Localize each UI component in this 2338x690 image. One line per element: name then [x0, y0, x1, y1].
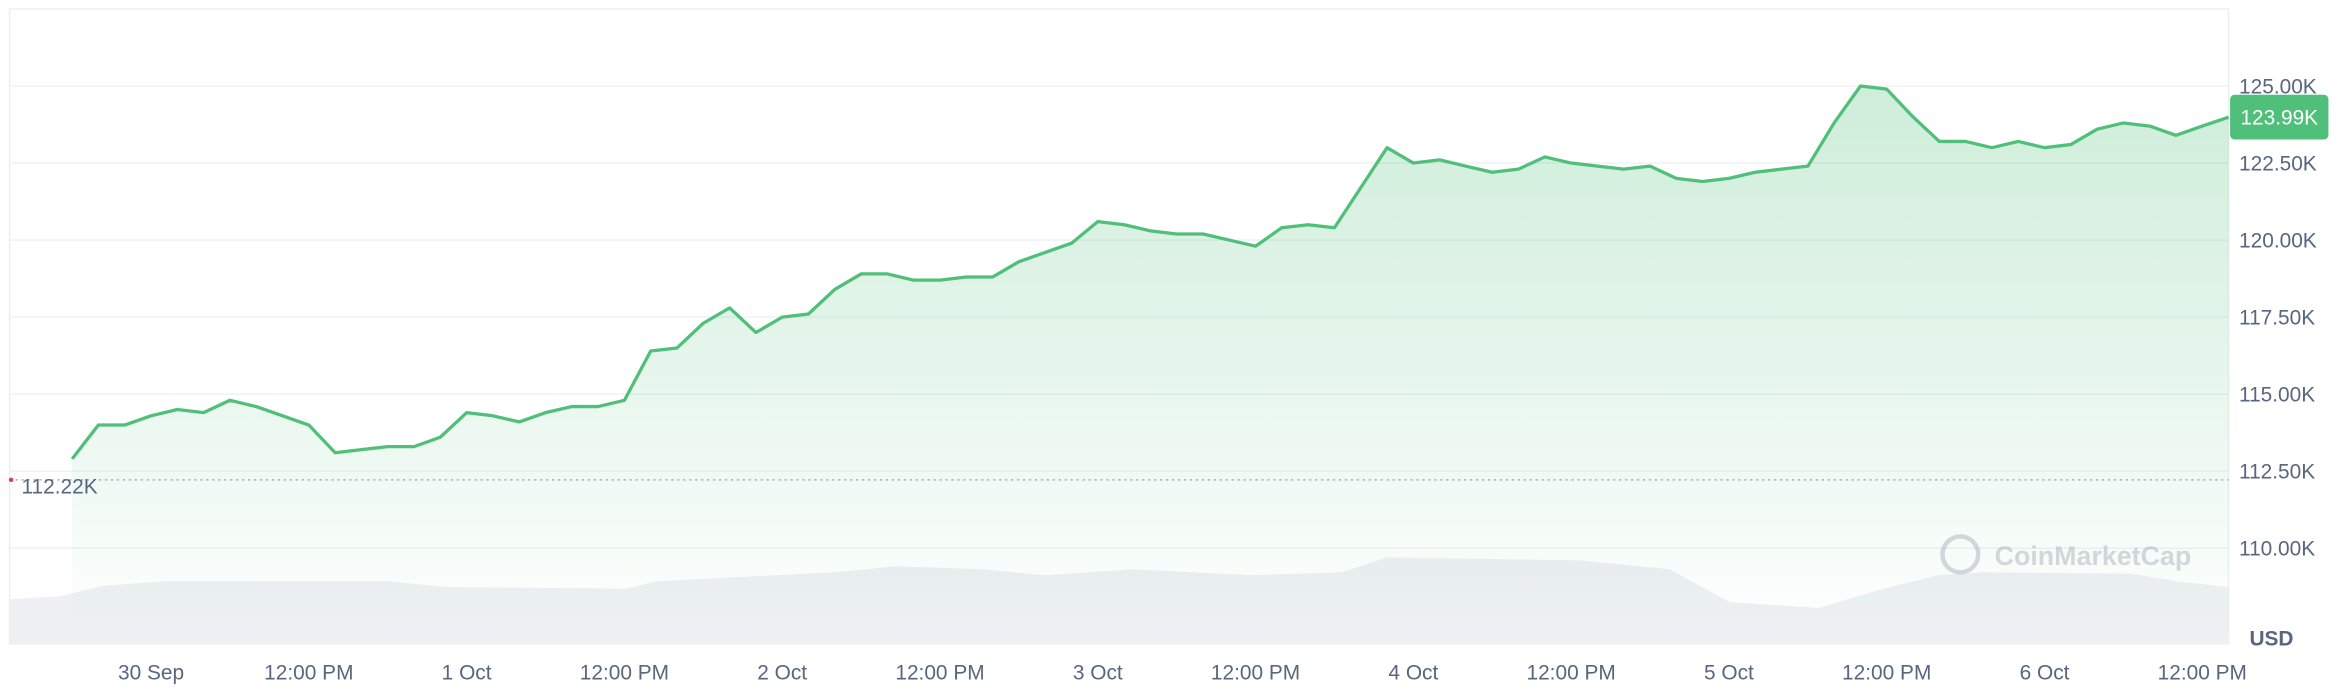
- y-tick-label: 117.50K: [2239, 307, 2315, 330]
- x-tick-label: 5 Oct: [1704, 662, 1754, 685]
- x-tick-label: 12:00 PM: [264, 662, 353, 685]
- y-tick-label: 112.50K: [2239, 461, 2315, 484]
- y-tick-label: 115.00K: [2239, 384, 2315, 407]
- x-tick-label: 4 Oct: [1388, 662, 1438, 685]
- y-tick-label: 125.00K: [2239, 75, 2317, 98]
- current-price-tag: [2230, 94, 2329, 140]
- x-tick-label: 12:00 PM: [895, 662, 984, 685]
- x-tick-label: 12:00 PM: [1526, 662, 1615, 685]
- x-tick-label: 30 Sep: [118, 662, 184, 685]
- unit-label: USD: [2249, 627, 2293, 650]
- x-tick-label: 12:00 PM: [2158, 662, 2247, 685]
- y-tick-label: 110.00K: [2239, 538, 2315, 561]
- x-tick-label: 1 Oct: [442, 662, 492, 685]
- x-tick-label: 12:00 PM: [1211, 662, 1300, 685]
- price-line: [70, 84, 2230, 460]
- x-tick-label: 6 Oct: [2020, 662, 2070, 685]
- watermark: CoinMarketCap: [1940, 534, 2192, 575]
- x-tick-label: 3 Oct: [1073, 662, 1123, 685]
- watermark-text: CoinMarketCap: [1995, 541, 2192, 571]
- reference-dot: [8, 477, 14, 483]
- x-tick-label: 2 Oct: [757, 662, 807, 685]
- x-tick-label: 12:00 PM: [1842, 662, 1931, 685]
- y-tick-label: 122.50K: [2239, 152, 2317, 175]
- reference-label: 112.22K: [21, 475, 97, 498]
- x-tick-label: 12:00 PM: [580, 662, 669, 685]
- price-area: [72, 85, 2229, 644]
- y-tick-label: 120.00K: [2239, 230, 2317, 253]
- current-price-label: 123.99K: [2240, 107, 2318, 130]
